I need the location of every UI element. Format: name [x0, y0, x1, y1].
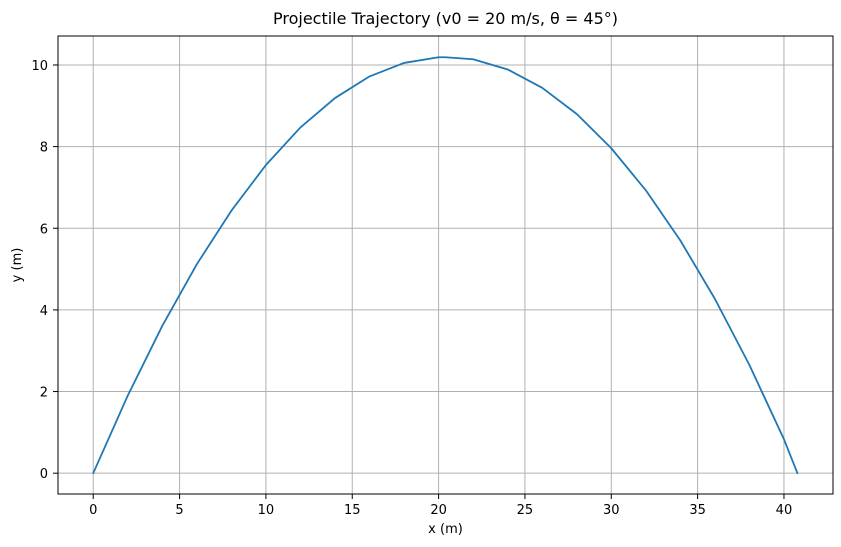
plot-frame [57, 35, 834, 495]
x-axis-label: x (m) [428, 522, 463, 537]
x-tick-label: 5 [175, 503, 183, 518]
y-tick-label: 4 [40, 304, 48, 319]
x-tick-label: 10 [258, 503, 275, 518]
x-tick-label: 40 [776, 503, 793, 518]
y-tick-label: 8 [40, 141, 48, 156]
y-tick-label: 10 [31, 59, 48, 74]
x-tick-label: 0 [89, 503, 97, 518]
x-tick-label: 35 [689, 503, 706, 518]
x-tick-label: 30 [603, 503, 620, 518]
x-tick-label: 15 [344, 503, 361, 518]
line-layer [92, 56, 799, 475]
x-tick-label: 20 [430, 503, 447, 518]
chart-title: Projectile Trajectory (v0 = 20 m/s, θ = … [273, 9, 618, 28]
y-tick-label: 2 [40, 386, 48, 401]
x-tick-label: 25 [517, 503, 534, 518]
y-tick-label: 6 [40, 222, 48, 237]
tick-layer: 0 5 10 15 20 25 30 35 40 0 2 4 6 8 10 [31, 59, 792, 518]
grid-layer [58, 36, 833, 494]
trajectory-line [92, 56, 799, 475]
y-tick-label: 0 [40, 467, 48, 482]
y-axis-label: y (m) [10, 248, 25, 283]
